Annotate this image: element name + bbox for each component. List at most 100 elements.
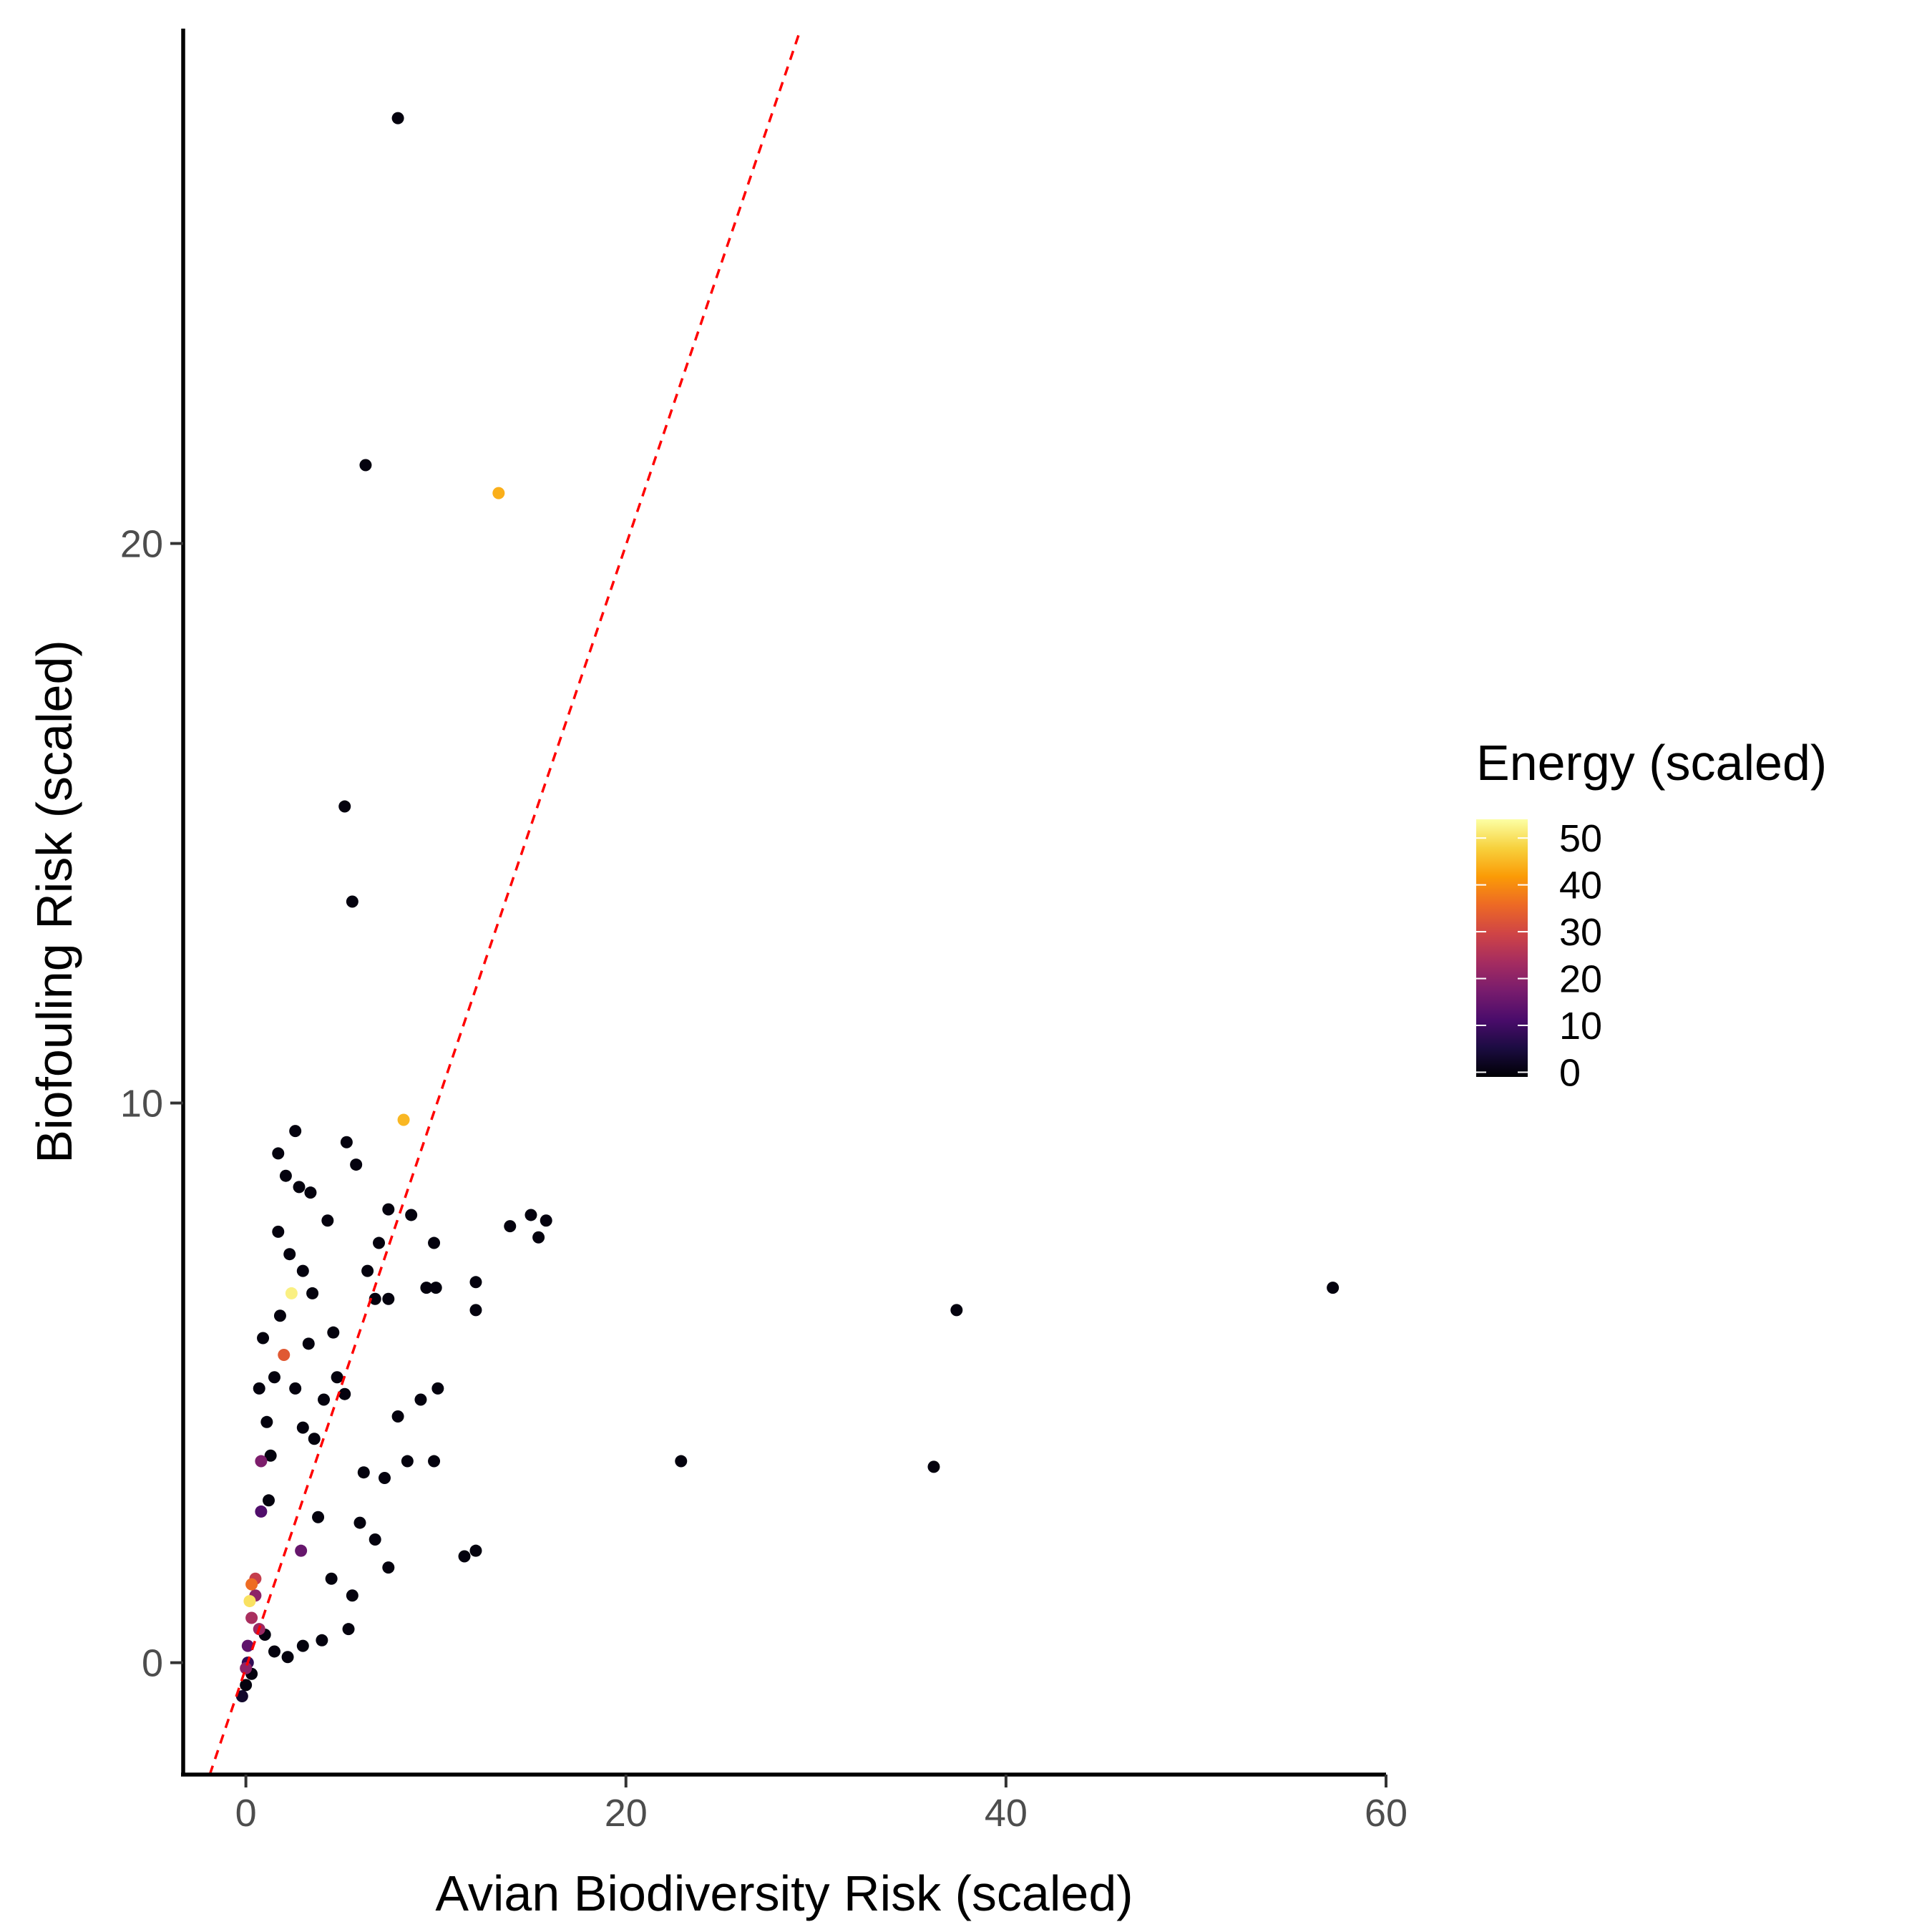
data-point xyxy=(469,1304,482,1317)
y-tick-label: 10 xyxy=(120,1083,163,1126)
data-point xyxy=(469,1544,482,1557)
data-point xyxy=(285,1287,298,1299)
x-tick-label: 40 xyxy=(985,1792,1028,1835)
data-point xyxy=(304,1186,317,1199)
data-point xyxy=(346,895,358,908)
data-point xyxy=(420,1282,433,1294)
data-point xyxy=(378,1472,391,1485)
data-point xyxy=(350,1158,363,1171)
data-point xyxy=(318,1393,331,1406)
legend-tick-label: 50 xyxy=(1559,817,1602,860)
data-point xyxy=(293,1181,306,1194)
x-axis-title: Avian Biodiversity Risk (scaled) xyxy=(435,1865,1133,1921)
data-point xyxy=(273,1309,286,1322)
data-point xyxy=(357,1466,370,1479)
legend-tick-label: 0 xyxy=(1559,1051,1581,1094)
data-point xyxy=(382,1561,395,1574)
x-tick-label: 20 xyxy=(605,1792,648,1835)
data-point xyxy=(289,1125,302,1138)
data-point xyxy=(245,1578,258,1591)
data-point xyxy=(532,1231,545,1244)
data-point xyxy=(369,1533,381,1546)
legend-tick-label: 20 xyxy=(1559,958,1602,1001)
data-point xyxy=(382,1203,395,1216)
data-point xyxy=(428,1236,441,1249)
y-tick-label: 0 xyxy=(142,1642,163,1685)
data-point xyxy=(241,1639,254,1652)
data-point xyxy=(401,1455,414,1468)
y-axis-ticks: 0 10 20 xyxy=(120,522,183,1685)
data-point xyxy=(405,1209,418,1221)
data-point xyxy=(263,1494,275,1507)
data-point xyxy=(240,1679,253,1692)
data-point xyxy=(927,1460,940,1473)
data-point xyxy=(283,1248,296,1261)
data-point xyxy=(359,459,372,472)
data-point xyxy=(279,1169,292,1182)
data-point xyxy=(296,1421,309,1434)
data-point xyxy=(414,1393,427,1406)
data-point xyxy=(268,1371,280,1384)
data-point xyxy=(469,1276,482,1289)
data-point xyxy=(492,487,505,499)
y-axis-title: Biofouling Risk (scaled) xyxy=(26,640,82,1163)
data-point xyxy=(278,1348,291,1361)
data-point xyxy=(312,1511,325,1523)
data-point xyxy=(361,1264,374,1277)
legend-tick-label: 40 xyxy=(1559,864,1602,907)
data-point xyxy=(353,1516,366,1529)
data-point xyxy=(272,1147,285,1160)
data-point xyxy=(245,1611,258,1624)
data-point xyxy=(1327,1282,1340,1294)
data-point xyxy=(340,1136,353,1148)
data-point xyxy=(243,1595,256,1608)
data-point xyxy=(540,1214,552,1227)
legend-tick-label: 30 xyxy=(1559,911,1602,954)
data-point xyxy=(338,800,351,813)
data-point xyxy=(272,1225,285,1238)
data-point xyxy=(382,1292,395,1305)
data-point xyxy=(316,1634,328,1646)
x-tick-label: 60 xyxy=(1365,1792,1407,1835)
data-point xyxy=(255,1455,268,1468)
data-point xyxy=(264,1449,277,1462)
data-point xyxy=(950,1304,963,1317)
data-point xyxy=(338,1387,351,1400)
y-tick-label: 20 xyxy=(120,522,163,565)
data-point xyxy=(327,1326,340,1339)
data-point xyxy=(331,1371,343,1384)
data-point xyxy=(257,1332,270,1345)
data-point xyxy=(255,1505,268,1518)
data-point xyxy=(525,1209,537,1221)
data-point xyxy=(321,1214,334,1227)
data-point xyxy=(240,1662,253,1674)
data-point xyxy=(325,1572,338,1585)
data-point xyxy=(308,1433,321,1445)
data-point xyxy=(346,1589,358,1602)
reference-line xyxy=(208,28,802,1775)
data-point xyxy=(302,1337,315,1350)
data-point xyxy=(429,1282,442,1294)
data-point xyxy=(397,1113,410,1126)
data-point xyxy=(369,1292,381,1305)
data-point xyxy=(458,1550,471,1563)
legend-tick-label: 10 xyxy=(1559,1005,1602,1048)
data-point xyxy=(260,1415,273,1428)
legend-title: Energy (scaled) xyxy=(1476,735,1827,791)
data-point xyxy=(391,1410,404,1423)
legend-colorbar xyxy=(1476,819,1528,1077)
data-point xyxy=(296,1639,309,1652)
data-point xyxy=(281,1651,294,1664)
data-point xyxy=(431,1382,444,1395)
data-point xyxy=(504,1220,517,1233)
x-tick-label: 0 xyxy=(235,1792,257,1835)
data-point xyxy=(675,1455,688,1468)
data-point xyxy=(391,112,404,125)
data-point xyxy=(373,1236,386,1249)
data-point xyxy=(253,1382,265,1395)
data-point xyxy=(295,1544,308,1557)
data-point xyxy=(342,1623,355,1636)
